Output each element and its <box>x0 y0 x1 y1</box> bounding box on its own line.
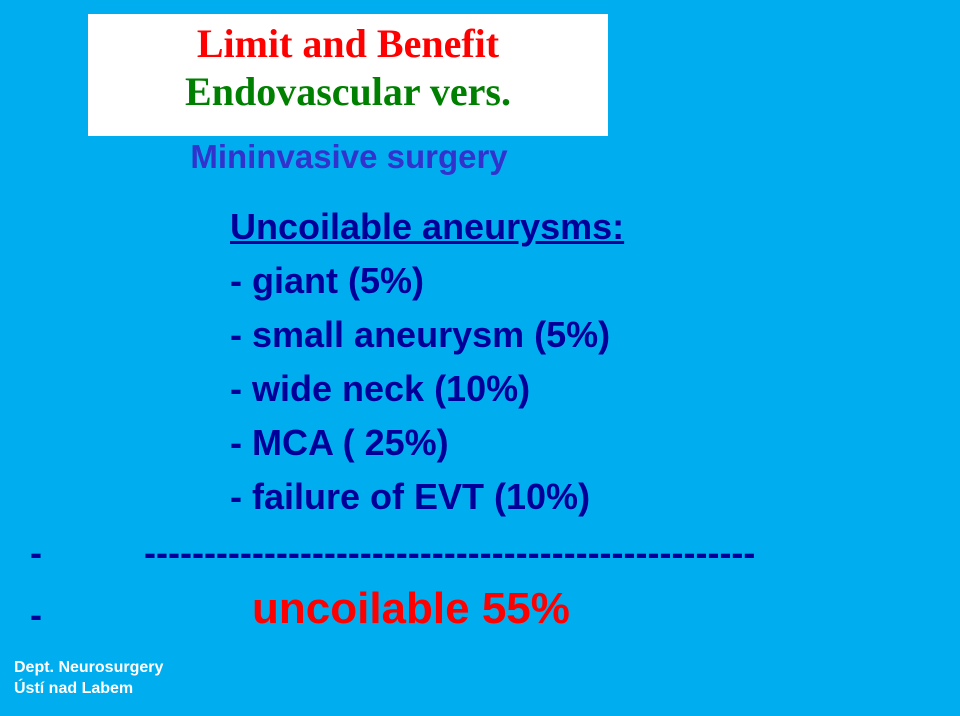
body-item-2: - wide neck (10%) <box>230 362 870 416</box>
footer-line-1: Dept. Neurosurgery <box>14 657 163 679</box>
body-heading: Uncoilable aneurysms: <box>230 206 624 247</box>
result-line: uncoilable 55% <box>252 584 570 634</box>
separator-dash: - <box>30 532 42 574</box>
title-line-2: Endovascular vers. <box>88 68 608 116</box>
title-line-3: Mininvasive surgery <box>94 136 604 179</box>
title-line-1: Limit and Benefit <box>88 20 608 68</box>
slide: Limit and Benefit Endovascular vers. Min… <box>0 0 960 716</box>
body-content: Uncoilable aneurysms: - giant (5%) - sma… <box>230 200 870 524</box>
title-box: Limit and Benefit Endovascular vers. <box>88 14 608 136</box>
body-item-3: - MCA ( 25%) <box>230 416 870 470</box>
result-dash: - <box>30 594 42 636</box>
body-item-4: - failure of EVT (10%) <box>230 470 870 524</box>
footer-line-2: Ústí nad Labem <box>14 678 163 700</box>
body-item-1: - small aneurysm (5%) <box>230 308 870 362</box>
separator-line: ----------------------------------------… <box>144 532 755 574</box>
footer: Dept. Neurosurgery Ústí nad Labem <box>14 657 163 700</box>
body-item-0: - giant (5%) <box>230 254 870 308</box>
